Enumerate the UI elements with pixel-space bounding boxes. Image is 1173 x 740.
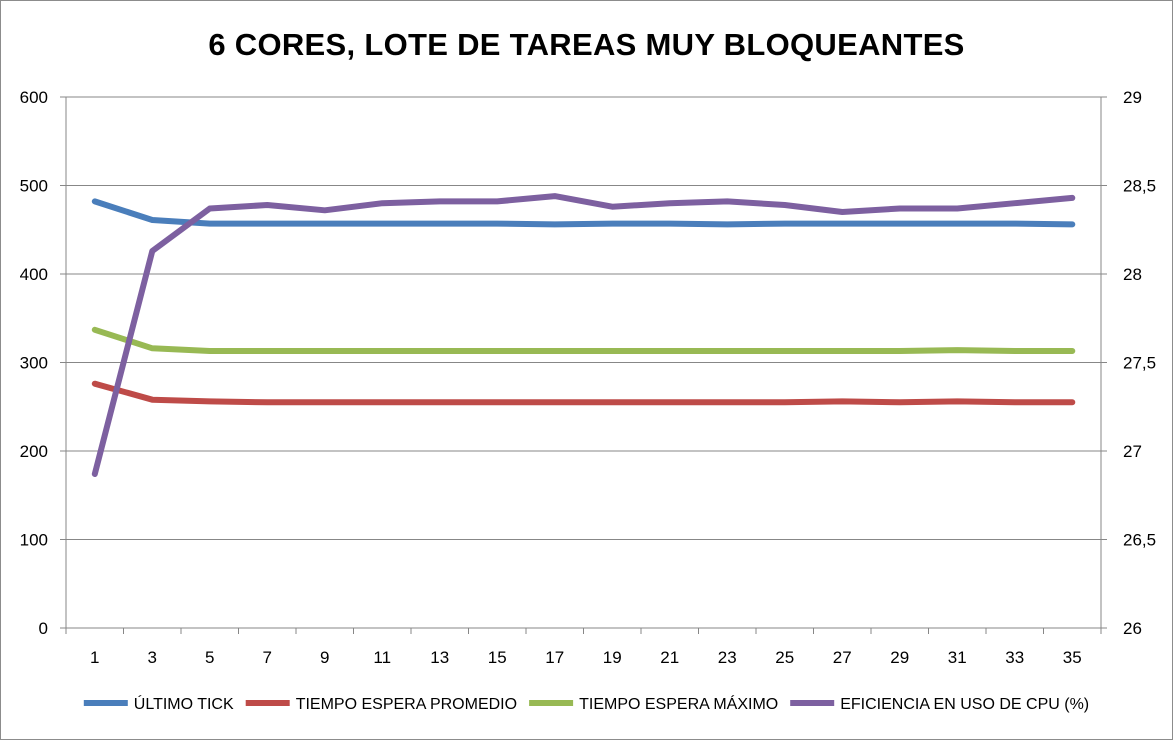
legend-label: TIEMPO ESPERA PROMEDIO [296,696,517,713]
chart-title: 6 CORES, LOTE DE TAREAS MUY BLOQUEANTES [208,27,965,62]
x-tick-label: 19 [603,648,622,667]
series-line [91,326,1076,354]
x-tick-label: 25 [775,648,794,667]
y-right-tick-label: 28,5 [1123,177,1156,196]
legend-item: ÚLTIMO TICK [83,694,234,713]
legend-label: EFICIENCIA EN USO DE CPU (%) [840,696,1089,713]
legend: ÚLTIMO TICK TIEMPO ESPERA PROMEDIO TIEMPO … [83,694,1089,713]
series-line [91,380,1076,406]
y-left-tick-label: 400 [20,265,48,284]
legend-item: TIEMPO ESPERA MÁXIMO [529,694,778,713]
x-tick-label: 1 [90,648,99,667]
y-right-tick-label: 27,5 [1123,354,1156,373]
series-line [91,198,1076,228]
x-tick-label: 23 [718,648,737,667]
x-tick-label: 33 [1005,648,1024,667]
y-left-tick-label: 500 [20,177,48,196]
legend-label: TIEMPO ESPERA MÁXIMO [579,694,778,713]
y-right-tick-label: 28 [1123,265,1142,284]
x-tick-label: 17 [545,648,564,667]
legend-item: EFICIENCIA EN USO DE CPU (%) [790,696,1089,713]
legend-label: ÚLTIMO TICK [134,694,234,713]
series-lines [91,193,1076,477]
x-tick-label: 5 [205,648,214,667]
x-tick-label: 31 [948,648,967,667]
x-tick-label: 35 [1063,648,1082,667]
x-tick-label: 11 [373,648,391,667]
x-tick-label: 21 [660,648,679,667]
x-tick-label: 15 [488,648,507,667]
y-left-tick-label: 100 [20,531,48,550]
x-tick-label: 7 [263,648,272,667]
y-left-tick-label: 200 [20,442,48,461]
axes: 0 100 200 300 400 500 600 26 26,5 27 27,5 28 28,5 29 1… [20,88,1156,667]
y-left-tick-label: 300 [20,354,48,373]
y-right-tick-label: 29 [1123,88,1142,107]
legend-item: TIEMPO ESPERA PROMEDIO [245,696,517,713]
x-tick-label: 9 [320,648,329,667]
x-tick-label: 13 [430,648,449,667]
y-right-tick-label: 26,5 [1123,531,1156,550]
y-left-tick-label: 600 [20,88,48,107]
y-right-tick-label: 26 [1123,619,1142,638]
y-right-tick-label: 27 [1123,442,1142,461]
x-tick-label: 3 [148,648,157,667]
series-line [91,193,1076,477]
x-tick-label: 29 [890,648,909,667]
x-tick-label: 27 [833,648,852,667]
y-left-tick-label: 0 [39,619,48,638]
gridlines [66,96,1101,540]
